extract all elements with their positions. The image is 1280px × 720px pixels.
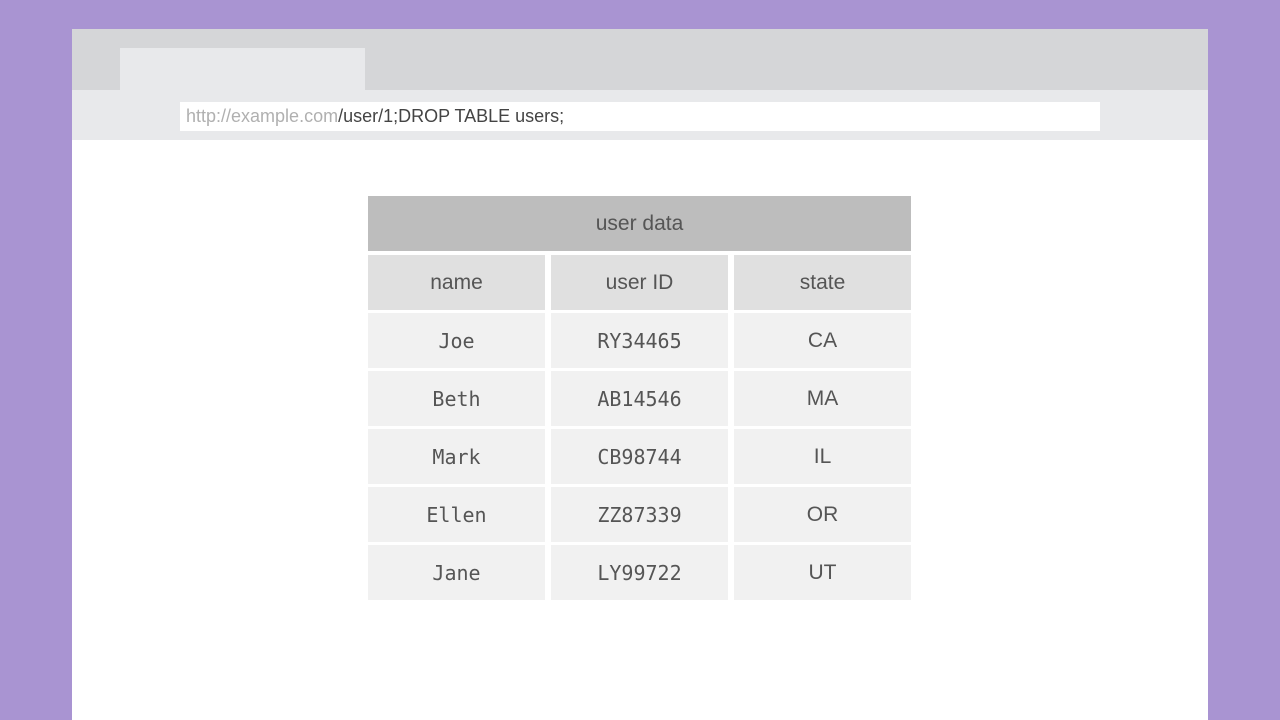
user-id-cell: AB14546 [551, 371, 728, 426]
table-row: Ellen ZZ87339 OR [368, 487, 911, 542]
name-cell: Ellen [368, 487, 545, 542]
name-cell: Mark [368, 429, 545, 484]
state-cell: IL [734, 429, 911, 484]
tab-bar [72, 29, 1208, 90]
address-bar[interactable]: http://example.com/user/1;DROP TABLE use… [180, 102, 1100, 131]
header-row: name user ID state [368, 255, 911, 310]
state-cell: OR [734, 487, 911, 542]
column-header-state: state [734, 255, 911, 310]
name-cell: Jane [368, 545, 545, 600]
table-row: Beth AB14546 MA [368, 371, 911, 426]
toolbar: http://example.com/user/1;DROP TABLE use… [72, 90, 1208, 140]
name-cell: Joe [368, 313, 545, 368]
browser-window: http://example.com/user/1;DROP TABLE use… [72, 29, 1208, 720]
browser-tab[interactable] [120, 48, 365, 90]
user-id-cell: RY34465 [551, 313, 728, 368]
column-header-name: name [368, 255, 545, 310]
user-id-cell: ZZ87339 [551, 487, 728, 542]
table-row: Jane LY99722 UT [368, 545, 911, 600]
user-id-cell: LY99722 [551, 545, 728, 600]
user-id-cell: CB98744 [551, 429, 728, 484]
url-path: /user/1;DROP TABLE users; [338, 106, 565, 126]
state-cell: UT [734, 545, 911, 600]
state-cell: MA [734, 371, 911, 426]
table-caption: user data [368, 196, 911, 251]
column-header-user-id: user ID [551, 255, 728, 310]
table-row: Mark CB98744 IL [368, 429, 911, 484]
state-cell: CA [734, 313, 911, 368]
table-row: Joe RY34465 CA [368, 313, 911, 368]
user-data-table: user data name user ID state Joe RY34465 C… [368, 196, 911, 600]
url-host: http://example.com [186, 106, 339, 126]
name-cell: Beth [368, 371, 545, 426]
